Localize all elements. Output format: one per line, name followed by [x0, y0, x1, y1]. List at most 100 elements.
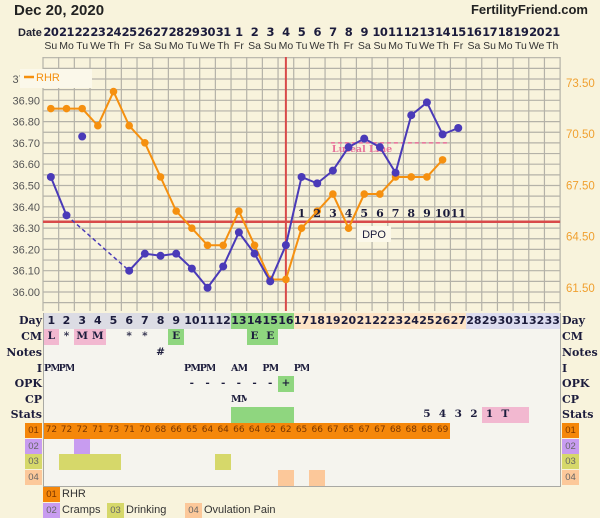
table-cell-c01[interactable]: 66 — [168, 423, 186, 440]
table-cell-cm[interactable] — [434, 329, 452, 346]
table-cell-day[interactable]: 4 — [90, 313, 107, 330]
table-cell-cm[interactable] — [184, 329, 201, 346]
table-cell-c03[interactable] — [105, 454, 123, 471]
table-cell-opk[interactable] — [528, 376, 546, 393]
table-cell-c03[interactable] — [419, 454, 436, 471]
table-cell-cm[interactable] — [513, 329, 530, 346]
table-cell-stats[interactable] — [43, 407, 60, 424]
table-cell-cm[interactable] — [481, 329, 499, 346]
table-cell-day[interactable]: 28 — [466, 313, 483, 330]
table-cell-cm[interactable]: * — [137, 329, 154, 346]
table-cell-c04[interactable] — [356, 470, 374, 487]
table-cell-day[interactable]: 3 — [74, 313, 91, 330]
table-cell-cm[interactable] — [419, 329, 436, 346]
table-cell-c01[interactable]: 71 — [90, 423, 107, 440]
table-cell-day[interactable]: 27 — [450, 313, 468, 330]
table-cell-day[interactable]: 23 — [387, 313, 405, 330]
table-cell-c01[interactable]: 71 — [121, 423, 138, 440]
table-cell-opk[interactable]: + — [278, 376, 295, 393]
table-cell-notes[interactable] — [528, 345, 546, 362]
table-cell-c04[interactable] — [309, 470, 327, 487]
table-cell-day[interactable]: 8 — [152, 313, 170, 330]
table-cell-c03[interactable] — [121, 454, 138, 471]
rhr-point[interactable] — [297, 224, 306, 233]
table-cell-c03[interactable] — [74, 454, 91, 471]
table-cell-cm[interactable]: M — [90, 329, 107, 346]
table-cell-stats[interactable] — [184, 407, 201, 424]
table-cell-day[interactable]: 16 — [278, 313, 295, 330]
table-cell-stats[interactable]: T — [497, 407, 515, 424]
table-cell-cm[interactable]: E — [246, 329, 264, 346]
rhr-point[interactable] — [438, 156, 447, 164]
table-cell-c04[interactable] — [137, 470, 154, 487]
table-cell-c01[interactable]: 67 — [356, 423, 374, 440]
temp-point[interactable] — [266, 277, 275, 286]
table-cell-notes[interactable] — [497, 345, 515, 362]
table-cell-notes[interactable] — [309, 345, 327, 362]
table-cell-c03[interactable] — [309, 454, 327, 471]
table-cell-c04[interactable] — [74, 470, 91, 487]
table-cell-c03[interactable] — [481, 454, 499, 471]
rhr-point[interactable] — [188, 224, 196, 233]
rhr-point[interactable] — [47, 104, 55, 113]
temp-point[interactable] — [250, 249, 259, 258]
table-cell-cm[interactable] — [387, 329, 405, 346]
table-cell-opk[interactable] — [325, 376, 342, 393]
table-cell-notes[interactable] — [340, 345, 358, 362]
temp-point[interactable] — [203, 283, 212, 292]
table-cell-opk[interactable] — [450, 376, 468, 393]
table-cell-stats[interactable] — [152, 407, 170, 424]
table-cell-notes[interactable] — [356, 345, 374, 362]
rhr-point[interactable] — [156, 173, 165, 181]
table-cell-notes[interactable] — [372, 345, 389, 362]
temp-point[interactable] — [281, 241, 290, 250]
temp-point[interactable] — [391, 168, 400, 177]
table-cell-c04[interactable] — [466, 470, 483, 487]
table-cell-notes[interactable] — [231, 345, 248, 362]
table-cell-c01[interactable]: 62 — [278, 423, 295, 440]
table-cell-c03[interactable] — [356, 454, 374, 471]
table-cell-stats[interactable]: 3 — [450, 407, 468, 424]
table-cell-c04[interactable] — [184, 470, 201, 487]
table-cell-cm[interactable] — [340, 329, 358, 346]
table-cell-notes[interactable] — [215, 345, 233, 362]
table-cell-c01[interactable]: 62 — [262, 423, 280, 440]
rhr-point[interactable] — [235, 207, 243, 215]
table-cell-stats[interactable] — [293, 407, 311, 424]
table-cell-notes[interactable] — [184, 345, 201, 362]
table-cell-opk[interactable] — [513, 376, 530, 393]
table-cell-opk[interactable] — [340, 376, 358, 393]
table-cell-stats[interactable]: 4 — [434, 407, 452, 424]
table-cell-opk[interactable] — [434, 376, 452, 393]
table-cell-c03[interactable] — [137, 454, 154, 471]
rhr-point[interactable] — [78, 104, 86, 113]
table-cell-c01[interactable]: 68 — [152, 423, 170, 440]
table-cell-c03[interactable] — [246, 454, 264, 471]
table-cell-c03[interactable] — [278, 454, 295, 471]
temp-point[interactable] — [62, 211, 71, 220]
table-cell-stats[interactable]: 2 — [466, 407, 483, 424]
temp-point[interactable] — [172, 249, 181, 258]
table-cell-c04[interactable] — [340, 470, 358, 487]
table-cell-stats[interactable] — [121, 407, 138, 424]
table-cell-c03[interactable] — [293, 454, 311, 471]
table-cell-day[interactable]: 20 — [340, 313, 358, 330]
table-cell-c04[interactable] — [419, 470, 436, 487]
table-cell-day[interactable]: 25 — [419, 313, 436, 330]
rhr-point[interactable] — [360, 190, 369, 198]
table-cell-c04[interactable] — [434, 470, 452, 487]
rhr-point[interactable] — [313, 207, 322, 215]
table-cell-c04[interactable] — [528, 470, 546, 487]
table-cell-opk[interactable] — [121, 376, 138, 393]
table-cell-cm[interactable] — [497, 329, 515, 346]
table-cell-c01[interactable] — [544, 423, 562, 440]
temp-point[interactable] — [297, 172, 306, 181]
table-cell-c03[interactable] — [199, 454, 217, 471]
table-cell-opk[interactable] — [309, 376, 327, 393]
temp-point[interactable] — [78, 132, 87, 141]
table-cell-c01[interactable]: 64 — [246, 423, 264, 440]
table-cell-c03[interactable] — [372, 454, 389, 471]
temp-point[interactable] — [360, 134, 369, 143]
table-cell-day[interactable]: 26 — [434, 313, 452, 330]
table-cell-c04[interactable] — [231, 470, 248, 487]
